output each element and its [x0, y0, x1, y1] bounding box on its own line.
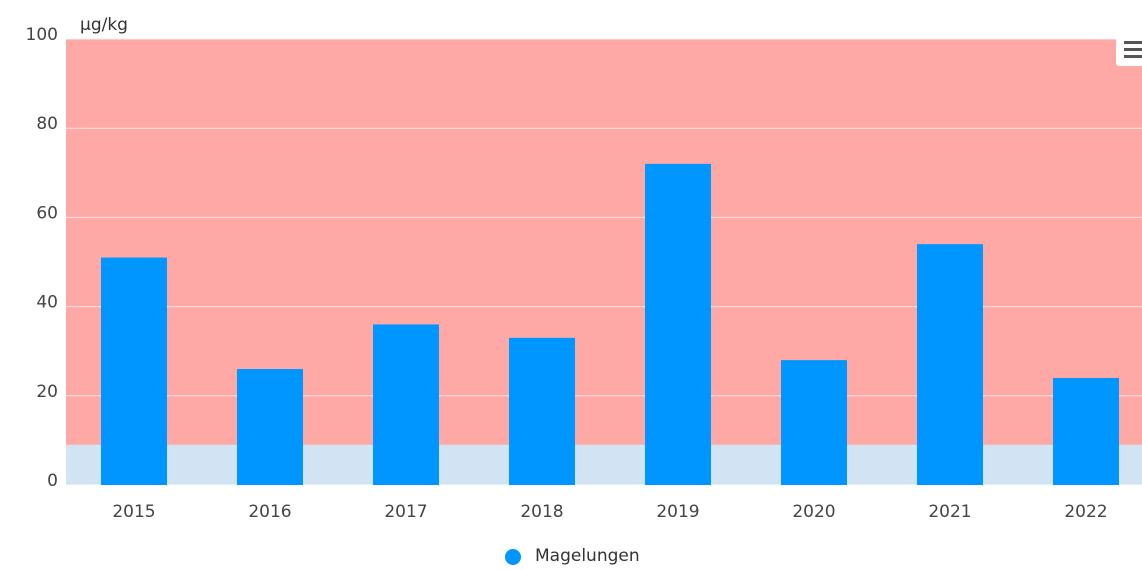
menu-button[interactable] [1116, 36, 1142, 66]
x-tick-label: 2020 [792, 502, 835, 522]
x-tick-label: 2019 [656, 502, 699, 522]
y-tick-label: 40 [36, 293, 58, 313]
bar [237, 369, 303, 485]
y-tick-label: 100 [26, 25, 58, 45]
labels: 0 20 40 60 80 100 2015 2016 2017 2018 2019 2020 2021… [26, 25, 1108, 522]
y-axis-title: μg/kg [80, 15, 128, 35]
bar [101, 257, 167, 485]
bar [917, 244, 983, 485]
y-tick-label: 80 [36, 114, 58, 134]
menu-line [1124, 55, 1142, 58]
legend-marker [505, 549, 521, 565]
y-tick-label: 0 [47, 471, 58, 491]
bar [509, 337, 575, 485]
menu-line [1124, 41, 1142, 44]
bar [373, 324, 439, 485]
x-tick-label: 2022 [1064, 502, 1107, 522]
x-tick-label: 2018 [520, 502, 563, 522]
x-tick-label: 2017 [384, 502, 427, 522]
bar [645, 163, 711, 485]
bars [101, 163, 1119, 485]
x-tick-label: 2021 [928, 502, 971, 522]
x-tick-label: 2015 [112, 502, 155, 522]
legend-label: Magelungen [535, 546, 640, 566]
menu-line [1124, 48, 1142, 51]
bar [781, 360, 847, 485]
x-tick-label: 2016 [248, 502, 291, 522]
y-tick-label: 20 [36, 382, 58, 402]
bar [1053, 377, 1119, 485]
y-tick-label: 60 [36, 203, 58, 223]
